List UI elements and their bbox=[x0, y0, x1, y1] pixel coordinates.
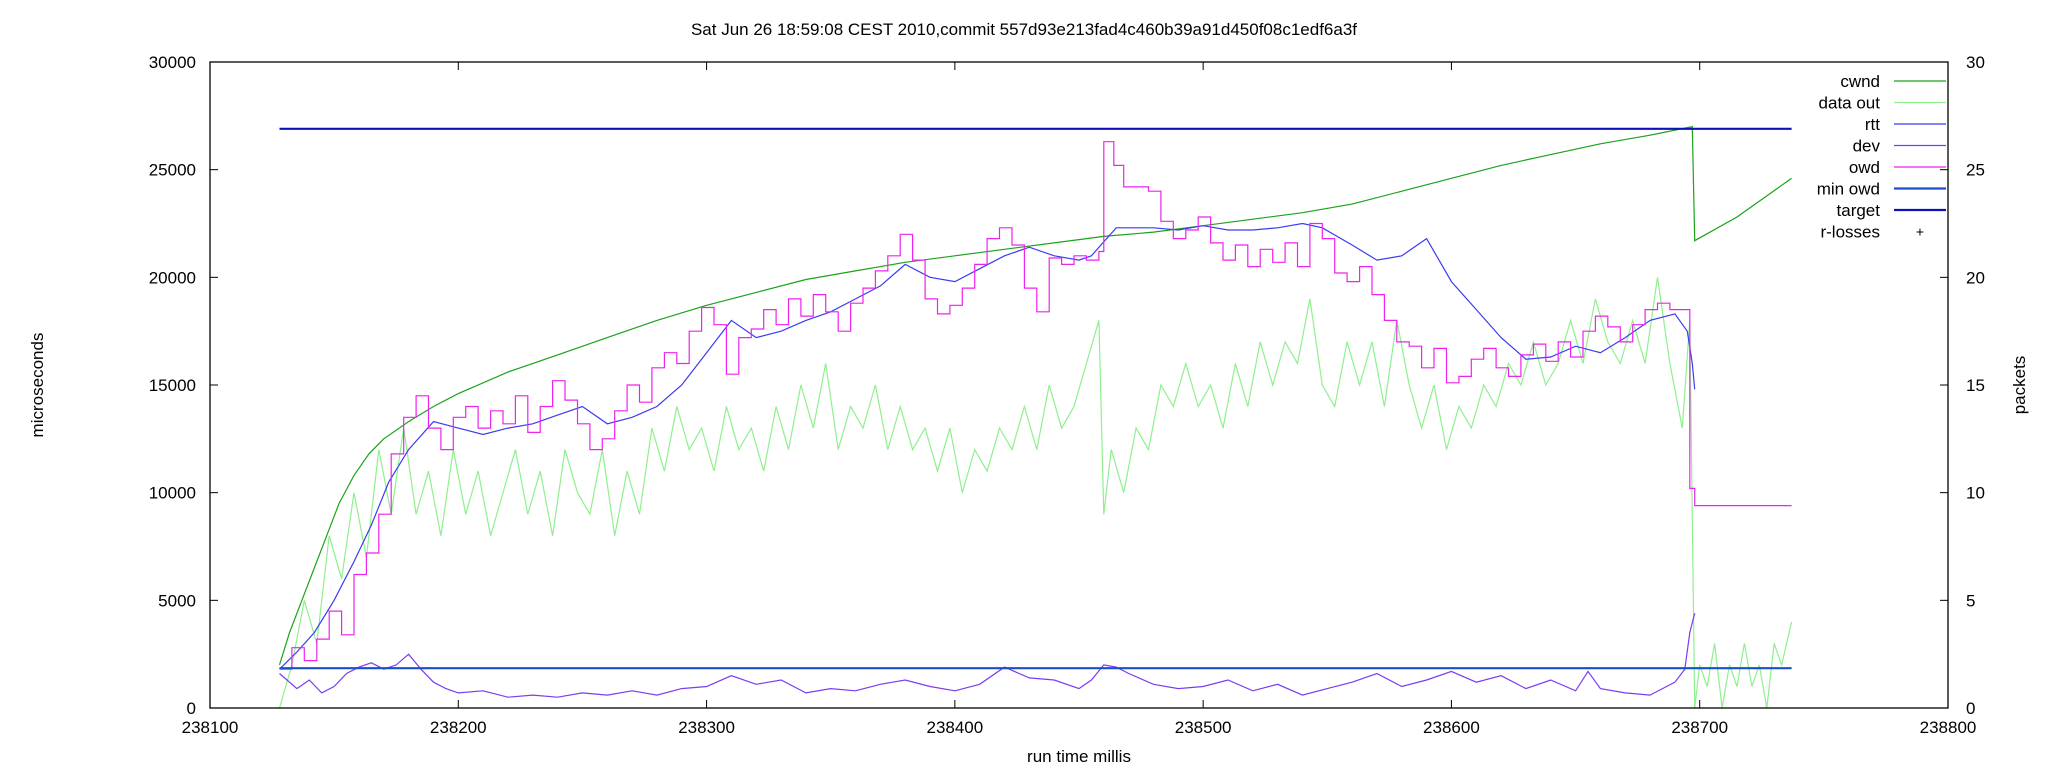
legend-label-min-owd: min owd bbox=[1817, 180, 1880, 199]
y-tick-label-right: 30 bbox=[1966, 53, 1985, 72]
series-cwnd bbox=[278, 125, 1792, 666]
series-rtt bbox=[279, 222, 1696, 670]
series-data-out bbox=[278, 277, 1793, 709]
series-line-data-out bbox=[278, 277, 1793, 709]
legend: cwnd data out rtt dev owd min owd target r-loss… bbox=[1817, 72, 1946, 242]
x-axis-label: run time millis bbox=[1027, 747, 1131, 766]
y-tick-label-left: 15000 bbox=[149, 376, 196, 395]
legend-label-data-out: data out bbox=[1819, 94, 1881, 113]
series-line-dev bbox=[279, 613, 1696, 698]
y-tick-label-left: 5000 bbox=[158, 591, 196, 610]
x-tick-label: 238400 bbox=[926, 718, 983, 737]
legend-swatch-r-losses: + bbox=[1916, 224, 1924, 240]
legend-label-r-losses: r-losses bbox=[1820, 223, 1880, 242]
y-tick-label-right: 25 bbox=[1966, 161, 1985, 180]
x-tick-label: 238700 bbox=[1671, 718, 1728, 737]
y-tick-label-left: 20000 bbox=[149, 268, 196, 287]
y-axis-label-left: microseconds bbox=[28, 333, 47, 438]
y-tick-label-right: 0 bbox=[1966, 699, 1975, 718]
x-tick-label: 238600 bbox=[1423, 718, 1480, 737]
y-axis-label-right: packets bbox=[2010, 356, 2029, 415]
chart-title: Sat Jun 26 18:59:08 CEST 2010,commit 557… bbox=[691, 20, 1357, 39]
series-line-owd bbox=[279, 141, 1792, 670]
y-tick-label-right: 5 bbox=[1966, 591, 1975, 610]
axes-layer: 238100 238200 238300 238400 238500 238600 2387… bbox=[149, 53, 1985, 737]
x-tick-label: 238100 bbox=[182, 718, 239, 737]
plot-frame bbox=[209, 61, 1949, 709]
series-line-cwnd bbox=[278, 125, 1792, 666]
series-owd bbox=[279, 141, 1792, 670]
legend-label-owd: owd bbox=[1849, 158, 1880, 177]
y-tick-label-left: 0 bbox=[187, 699, 196, 718]
legend-label-cwnd: cwnd bbox=[1840, 72, 1880, 91]
series-dev bbox=[279, 613, 1696, 698]
x-tick-label: 238500 bbox=[1175, 718, 1232, 737]
legend-label-dev: dev bbox=[1853, 137, 1881, 156]
x-tick-label: 238300 bbox=[678, 718, 735, 737]
y-tick-label-left: 25000 bbox=[149, 161, 196, 180]
y-tick-label-left: 30000 bbox=[149, 53, 196, 72]
y-tick-label-left: 10000 bbox=[149, 484, 196, 503]
x-tick-label: 238800 bbox=[1920, 718, 1977, 737]
series-layer bbox=[278, 125, 1793, 709]
y-tick-label-right: 15 bbox=[1966, 376, 1985, 395]
y-tick-label-right: 20 bbox=[1966, 268, 1985, 287]
legend-label-rtt: rtt bbox=[1865, 115, 1880, 134]
x-tick-label: 238200 bbox=[430, 718, 487, 737]
y-tick-label-right: 10 bbox=[1966, 484, 1985, 503]
legend-label-target: target bbox=[1837, 201, 1881, 220]
series-line-rtt bbox=[279, 222, 1696, 670]
